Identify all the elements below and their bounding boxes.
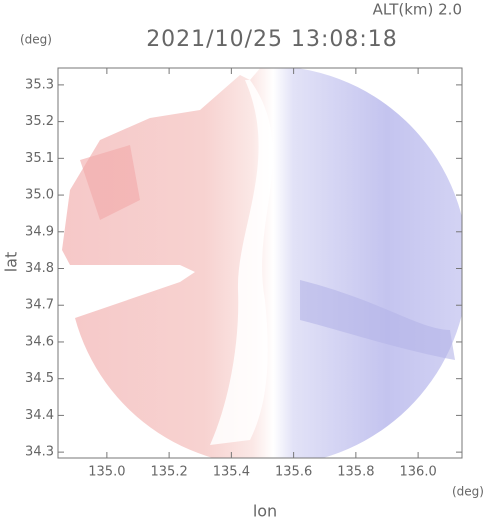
x-tick-label: 135.8	[337, 465, 374, 480]
y-tick-label: 34.5	[25, 371, 54, 386]
x-tick-label: 135.6	[275, 465, 312, 480]
y-tick-label: 35.2	[25, 114, 54, 129]
y-tick-label: 34.7	[25, 298, 54, 313]
y-unit: (deg)	[20, 33, 52, 47]
y-tick-label: 34.4	[25, 408, 54, 423]
y-tick-label: 34.9	[25, 224, 54, 239]
x-tick-label: 135.4	[213, 465, 250, 480]
y-tick-label: 34.8	[25, 261, 54, 276]
y-tick-label: 35.0	[25, 188, 54, 203]
y-tick-label: 35.3	[25, 77, 54, 92]
x-unit: (deg)	[452, 485, 484, 499]
y-tick-label: 35.1	[25, 151, 54, 166]
plot-frame	[57, 67, 463, 459]
radar-field	[62, 68, 462, 458]
y-tick-label: 34.6	[25, 334, 54, 349]
x-tick-label: 135.2	[151, 465, 188, 480]
x-tick-label: 136.0	[400, 465, 437, 480]
x-axis-label: lon	[253, 502, 277, 521]
subtitle: ALT(km) 2.0	[373, 1, 462, 19]
y-tick-label: 34.3	[25, 445, 54, 460]
chart-title: 2021/10/25 13:08:18	[146, 27, 398, 52]
x-tick-label: 135.0	[88, 465, 125, 480]
y-axis-label: lat	[2, 252, 21, 273]
